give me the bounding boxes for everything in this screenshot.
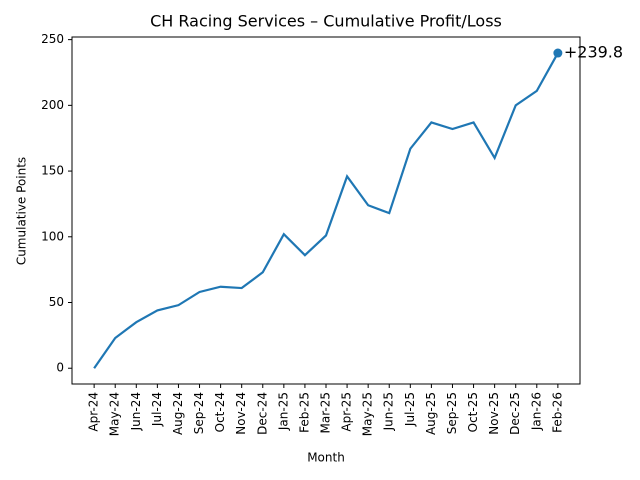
point-marker [553, 48, 563, 58]
x-tick-label: Jan-25 [276, 392, 290, 431]
y-tick-label: 100 [41, 229, 64, 243]
y-tick-label: 50 [49, 295, 64, 309]
x-tick-label: May-25 [361, 392, 375, 436]
y-tick-label: 250 [41, 32, 64, 46]
x-tick-label: Apr-24 [87, 392, 101, 432]
x-tick-label: Nov-24 [234, 392, 248, 435]
plot-frame [71, 36, 581, 385]
x-tick-label: Oct-24 [213, 392, 227, 432]
x-tick-label: Aug-24 [171, 392, 185, 435]
x-tick-label: Sep-25 [445, 392, 459, 434]
x-tick-label: Jul-25 [403, 392, 417, 427]
x-tick-label: Jun-25 [382, 392, 396, 431]
x-tick-label: Mar-25 [319, 392, 333, 433]
x-tick-label: Aug-25 [424, 392, 438, 435]
y-tick-label: 0 [56, 361, 64, 375]
x-tick-label: May-24 [108, 392, 122, 436]
chart-title: CH Racing Services – Cumulative Profit/L… [150, 12, 502, 31]
y-axis-label: Cumulative Points [15, 157, 29, 265]
x-tick-label: Dec-25 [508, 392, 522, 435]
x-tick-label: Oct-25 [466, 392, 480, 432]
y-tick-label: 200 [41, 98, 64, 112]
x-tick-label: Nov-25 [487, 392, 501, 435]
x-tick-label: Apr-25 [340, 392, 354, 432]
x-tick-label: Jul-24 [150, 392, 164, 427]
data-line [93, 52, 559, 369]
value-label: +239.8 [564, 43, 623, 62]
x-tick-label: Jun-24 [129, 392, 143, 431]
x-tick-label: Jan-26 [529, 392, 543, 431]
x-tick-label: Feb-26 [550, 392, 564, 433]
y-tick-label: 150 [41, 164, 64, 178]
x-tick-label: Feb-25 [297, 392, 311, 433]
x-tick-label: Dec-24 [255, 392, 269, 435]
x-tick-label: Sep-24 [192, 392, 206, 434]
x-axis-label: Month [307, 451, 345, 465]
